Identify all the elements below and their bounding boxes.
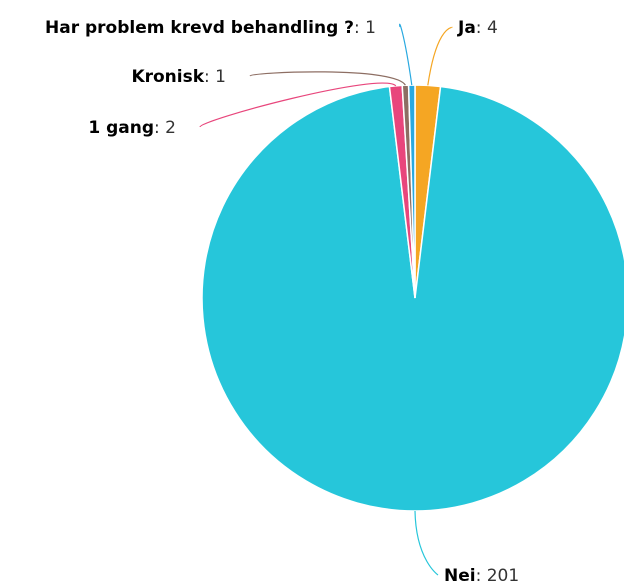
leader-line [399,23,413,86]
slice-label: Kronisk: 1 [131,67,226,87]
slice-label: 1 gang: 2 [88,118,176,138]
slice-label-name: 1 gang [88,118,154,138]
leader-lines [199,23,453,576]
slice-label-name: Nei [444,566,476,586]
slice-label: Har problem krevd behandling ?: 1 [45,18,376,38]
slice-label-name: Har problem krevd behandling ? [45,18,354,38]
slice-label: Ja: 4 [457,18,498,38]
leader-line [427,26,453,86]
slice-label-name: Kronisk [131,67,204,87]
slice-label-name: Ja [457,18,476,38]
pie-slices [201,84,624,512]
leader-line [199,82,397,128]
leader-line [249,71,406,86]
slice-label-value: 2 [165,118,176,138]
pie-slice-har-problem-krevd-behandling[interactable] [407,84,416,299]
slice-labels: Ja: 4 Nei: 201 1 gang: 2 Kronisk: 1 Har prob… [45,18,519,586]
slice-label-value: 1 [365,18,376,38]
slice-label: Nei: 201 [444,566,519,586]
slice-label-value: 1 [215,67,226,87]
leader-line [414,510,439,576]
slice-label-value: 4 [487,18,498,38]
slice-label-value: 201 [487,566,519,586]
